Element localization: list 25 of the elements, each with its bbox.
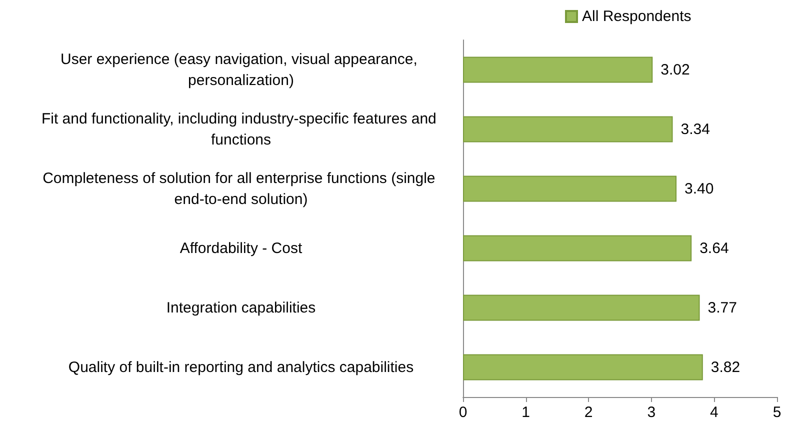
y-tick-label: Quality of built-in reporting and analytics capabilities [68,358,414,376]
bar [463,176,677,202]
text: 3.02 [660,61,690,78]
x-tick-label: 3 [647,404,656,421]
text: 3.77 [708,299,737,316]
text: 3.34 [680,120,710,138]
bar [463,354,703,380]
text: 3.82 [710,358,740,376]
bar [463,235,692,262]
x-tick-label: 4 [710,404,718,421]
x-tick-label: 1 [522,404,530,421]
bar [463,294,700,321]
bar [463,56,653,83]
y-tick-label: Fit and functionality, including industry-specific features and functions [41,110,441,148]
y-tick-label: Integration capabilities [166,299,316,316]
y-tick-label: Affordability - Cost [180,240,303,257]
y-tick-label: Completeness of solution for all enterprise functions (single end-to-end solution) [42,170,440,208]
x-tick-label: 5 [772,404,782,421]
text: 3.40 [684,180,714,198]
legend-label: All Respondents [582,8,692,25]
y-tick-label: User experience (easy navigation, visual appearance, personalization) [60,50,422,89]
x-tick-label: 2 [584,404,593,421]
x-tick-label: 0 [458,404,468,421]
text: 3.64 [700,240,729,257]
bar [463,116,673,142]
